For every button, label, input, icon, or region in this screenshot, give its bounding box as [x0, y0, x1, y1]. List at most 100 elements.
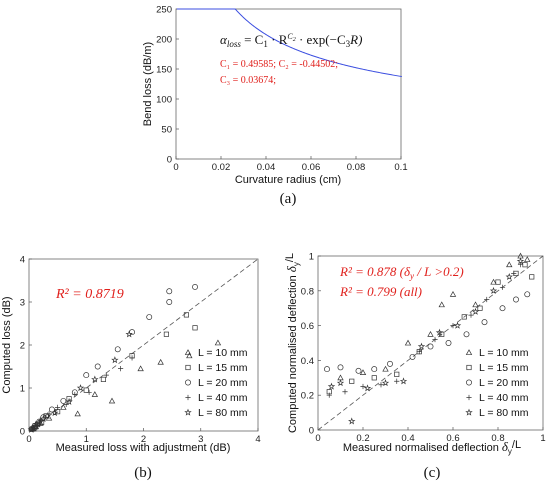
b-point-star: [29, 424, 38, 432]
c-point-triangle: [472, 301, 479, 308]
b-point-plus: [72, 391, 78, 398]
b-point-circle: [166, 288, 173, 295]
c-point-triangle: [427, 330, 434, 337]
c-point-triangle: [449, 290, 457, 297]
panel-c: 0 0.2 0.4 0.6 0.8 1 0 0.2 0.4 0.6 0.8 1 R² = 0.878…: [284, 252, 546, 482]
r-squared-c-2: R² = 0.799 (all): [339, 284, 422, 299]
c-point-square: [477, 305, 483, 311]
c-y-tick-label: 0.8: [301, 286, 314, 297]
b-legend-marker-star: [184, 408, 192, 416]
b-point-circle: [146, 314, 153, 320]
c-point-triangle: [359, 369, 367, 376]
c-point-circle: [355, 367, 362, 374]
b-legend-marker-plus: [185, 394, 191, 401]
c-legend-marker-star: [465, 408, 473, 416]
c-y-tick-label: 0.2: [301, 391, 314, 402]
b-y-tick-label: 4: [20, 255, 25, 266]
b-x-tick-label: 0: [26, 434, 31, 445]
c-point-circle: [524, 291, 531, 298]
c-x-tick-label: 1: [540, 433, 545, 444]
a-y-tick-label: 250: [156, 5, 172, 16]
equation: αloss = C1 · RC2 · exp(−C3R): [220, 32, 362, 49]
a-x-tick-label: 0.1: [394, 162, 407, 173]
b-point-square: [192, 325, 198, 331]
c-point-square: [394, 371, 400, 377]
b-point-triangle: [157, 358, 164, 365]
c-point-square: [371, 375, 377, 381]
c-point-plus: [517, 262, 524, 268]
b-point-square: [183, 312, 189, 318]
c-legend-label: L = 15 mm: [479, 362, 529, 374]
r-squared-c-1: R² = 0.878 (δy / L >0.2): [339, 264, 464, 281]
b-point-star: [51, 409, 59, 417]
c-point-plus: [394, 378, 400, 384]
c-point-circle: [463, 331, 470, 338]
b-point-triangle: [214, 339, 222, 346]
c-x-tick-label: 0.2: [356, 433, 369, 444]
c-point-triangle: [404, 339, 412, 346]
c-y-tick-label: 0: [309, 426, 314, 437]
panel-label-a: (a): [280, 191, 297, 207]
b-point-circle: [166, 299, 173, 305]
c-point-star: [363, 384, 372, 392]
a-x-tick-label: 0: [173, 162, 178, 173]
x-axis-label-a: Curvature radius (cm): [235, 174, 341, 186]
c-point-circle: [387, 360, 393, 367]
c-legend-marker-plus: [466, 394, 472, 401]
c-x-tick-label: 0.6: [446, 433, 459, 444]
c-point-circle: [337, 364, 344, 371]
a-y-tick-label: 0: [167, 155, 172, 166]
y-axis-label-a: Bend loss (dB/m): [142, 42, 154, 126]
plot-area-c: [317, 255, 544, 431]
x-axis-label-b: Measured loss with adjustment (dB): [56, 442, 231, 454]
c-point-plus: [342, 389, 348, 395]
b-point-star: [91, 375, 99, 383]
b-legend-label: L = 80 mm: [198, 407, 248, 419]
c-point-star: [489, 286, 498, 294]
b-point-star: [65, 397, 73, 405]
panel-label-c: (c): [424, 465, 441, 481]
c-point-triangle: [438, 301, 445, 308]
c-point-plus: [378, 382, 384, 388]
c-point-triangle: [382, 365, 389, 372]
c-point-plus: [468, 312, 474, 318]
b-point-triangle: [186, 352, 193, 359]
b-point-plus: [103, 372, 109, 378]
c-point-star: [453, 321, 462, 329]
c-point-circle: [409, 353, 416, 360]
c-point-plus: [484, 296, 490, 303]
b-point-circle: [114, 346, 121, 353]
b-x-tick-label: 4: [255, 434, 260, 445]
params-line-2: C₃ = 0.03674;: [220, 75, 276, 86]
b-point-square: [100, 376, 106, 382]
c-point-plus: [416, 349, 422, 355]
c-point-circle: [499, 305, 506, 312]
c-legend-label: L = 40 mm: [479, 392, 529, 404]
a-x-tick-label: 0.08: [347, 162, 366, 173]
c-y-tick-label: 0.6: [301, 321, 314, 332]
c-point-star: [348, 417, 356, 425]
b-y-tick-label: 1: [20, 384, 25, 395]
c-point-circle: [371, 366, 378, 373]
c-point-star: [399, 377, 408, 385]
b-legend-label: L = 10 mm: [198, 347, 248, 359]
b-point-circle: [94, 363, 101, 370]
b-point-triangle: [91, 391, 99, 397]
b-point-square: [66, 396, 72, 402]
panel-a: 0 0.02 0.04 0.06 0.08 0.1 0 50 100 150 200 250 αlo…: [142, 5, 408, 208]
bend-loss-curve: [176, 8, 402, 78]
c-legend-label: L = 10 mm: [479, 347, 529, 359]
b-x-tick-label: 2: [141, 434, 146, 445]
a-y-tick-label: 50: [161, 125, 172, 136]
c-point-square: [461, 314, 467, 320]
x-axis-label-c: Measured normalised deflection δy/L: [343, 439, 521, 456]
c-point-square: [349, 378, 355, 384]
plot-area-a: [175, 8, 402, 160]
panel-label-b: (b): [134, 465, 152, 481]
c-y-tick-label: 1: [309, 252, 314, 263]
c-point-plus: [432, 336, 438, 343]
c-legend-marker-triangle: [465, 349, 473, 355]
b-x-tick-label: 1: [84, 434, 89, 445]
y-axis-label-b: Computed loss (dB): [1, 296, 13, 393]
